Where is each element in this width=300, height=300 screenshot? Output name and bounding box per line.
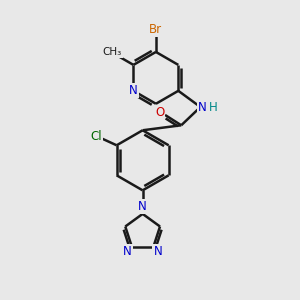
Text: N: N <box>153 245 162 258</box>
Text: Cl: Cl <box>91 130 102 143</box>
Text: N: N <box>129 84 138 97</box>
Text: O: O <box>155 106 164 118</box>
Text: CH₃: CH₃ <box>103 47 122 57</box>
Text: H: H <box>208 100 217 113</box>
Text: N: N <box>197 100 206 113</box>
Text: N: N <box>138 200 147 213</box>
Text: Br: Br <box>149 23 163 36</box>
Text: N: N <box>123 245 132 258</box>
